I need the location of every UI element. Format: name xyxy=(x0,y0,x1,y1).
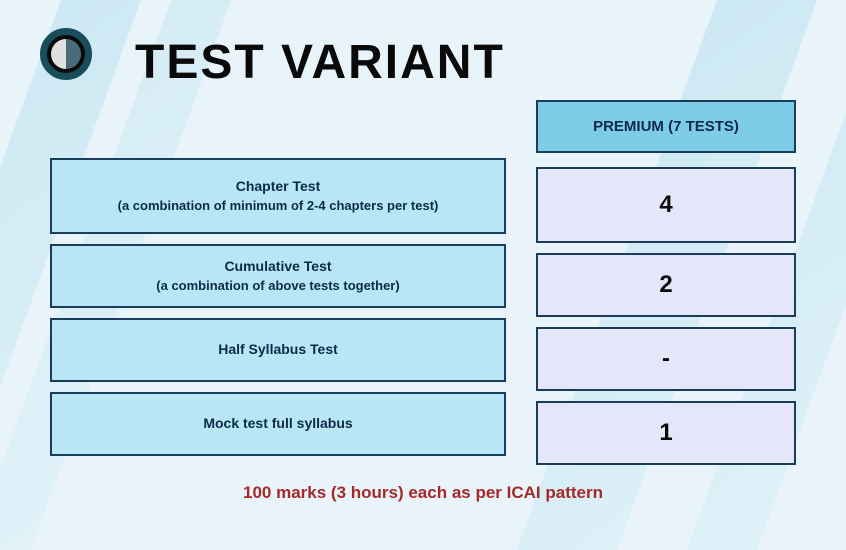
row-subtitle: (a combination of minimum of 2-4 chapter… xyxy=(67,197,489,215)
table-row: Chapter Test (a combination of minimum o… xyxy=(50,158,506,234)
column-header: PREMIUM (7 TESTS) xyxy=(536,100,796,153)
value-cell: 2 xyxy=(536,253,796,317)
value-column: PREMIUM (7 TESTS) 4 2 - 1 xyxy=(536,100,796,475)
table-row: Cumulative Test (a combination of above … xyxy=(50,244,506,308)
table-row: Half Syllabus Test xyxy=(50,318,506,382)
page-title: TEST VARIANT xyxy=(135,35,796,90)
row-title: Chapter Test xyxy=(67,177,489,197)
value-cell: - xyxy=(536,327,796,391)
row-subtitle: (a combination of above tests together) xyxy=(67,277,489,295)
table-row: Mock test full syllabus xyxy=(50,392,506,456)
row-title: Half Syllabus Test xyxy=(67,340,489,360)
comparison-table: Chapter Test (a combination of minimum o… xyxy=(50,100,796,475)
footer-note: 100 marks (3 hours) each as per ICAI pat… xyxy=(50,483,796,503)
row-title: Cumulative Test xyxy=(67,257,489,277)
row-title: Mock test full syllabus xyxy=(67,414,489,434)
value-cell: 4 xyxy=(536,167,796,243)
description-column: Chapter Test (a combination of minimum o… xyxy=(50,158,506,466)
brand-logo-icon xyxy=(40,28,92,80)
value-cell: 1 xyxy=(536,401,796,465)
